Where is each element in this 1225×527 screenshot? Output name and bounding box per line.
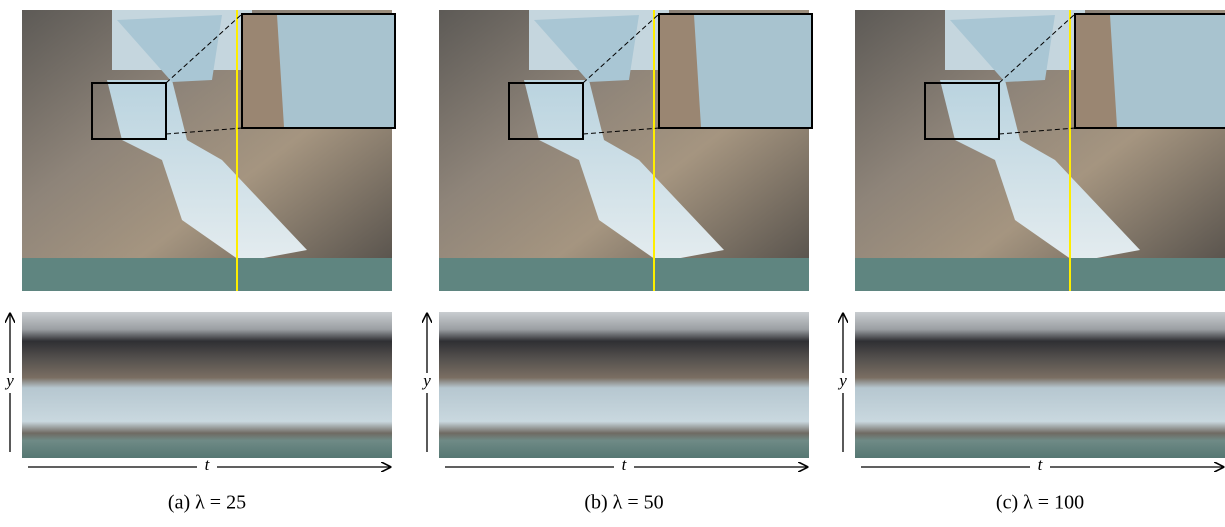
panel: yt(b) λ = 50 <box>419 10 812 514</box>
y-axis-label: y <box>421 371 431 390</box>
figure: yt(a) λ = 25yt(b) λ = 50yt(c) λ = 100 <box>0 0 1225 527</box>
inset-rock <box>1076 15 1117 127</box>
y-axis-label: y <box>4 371 14 390</box>
y-axis-label: y <box>837 371 847 390</box>
yt-slice <box>855 312 1225 458</box>
inset-rock <box>243 15 284 127</box>
water <box>22 258 392 291</box>
caption: (a) λ = 25 <box>168 492 246 514</box>
caption: (c) λ = 100 <box>996 492 1084 514</box>
caption: (b) λ = 50 <box>584 492 663 514</box>
water <box>439 258 809 291</box>
yt-slice <box>22 312 392 458</box>
panel: yt(a) λ = 25 <box>2 10 395 514</box>
water <box>855 258 1225 291</box>
panel: yt(c) λ = 100 <box>835 10 1225 514</box>
yt-slice <box>439 312 809 458</box>
inset-rock <box>660 15 701 127</box>
